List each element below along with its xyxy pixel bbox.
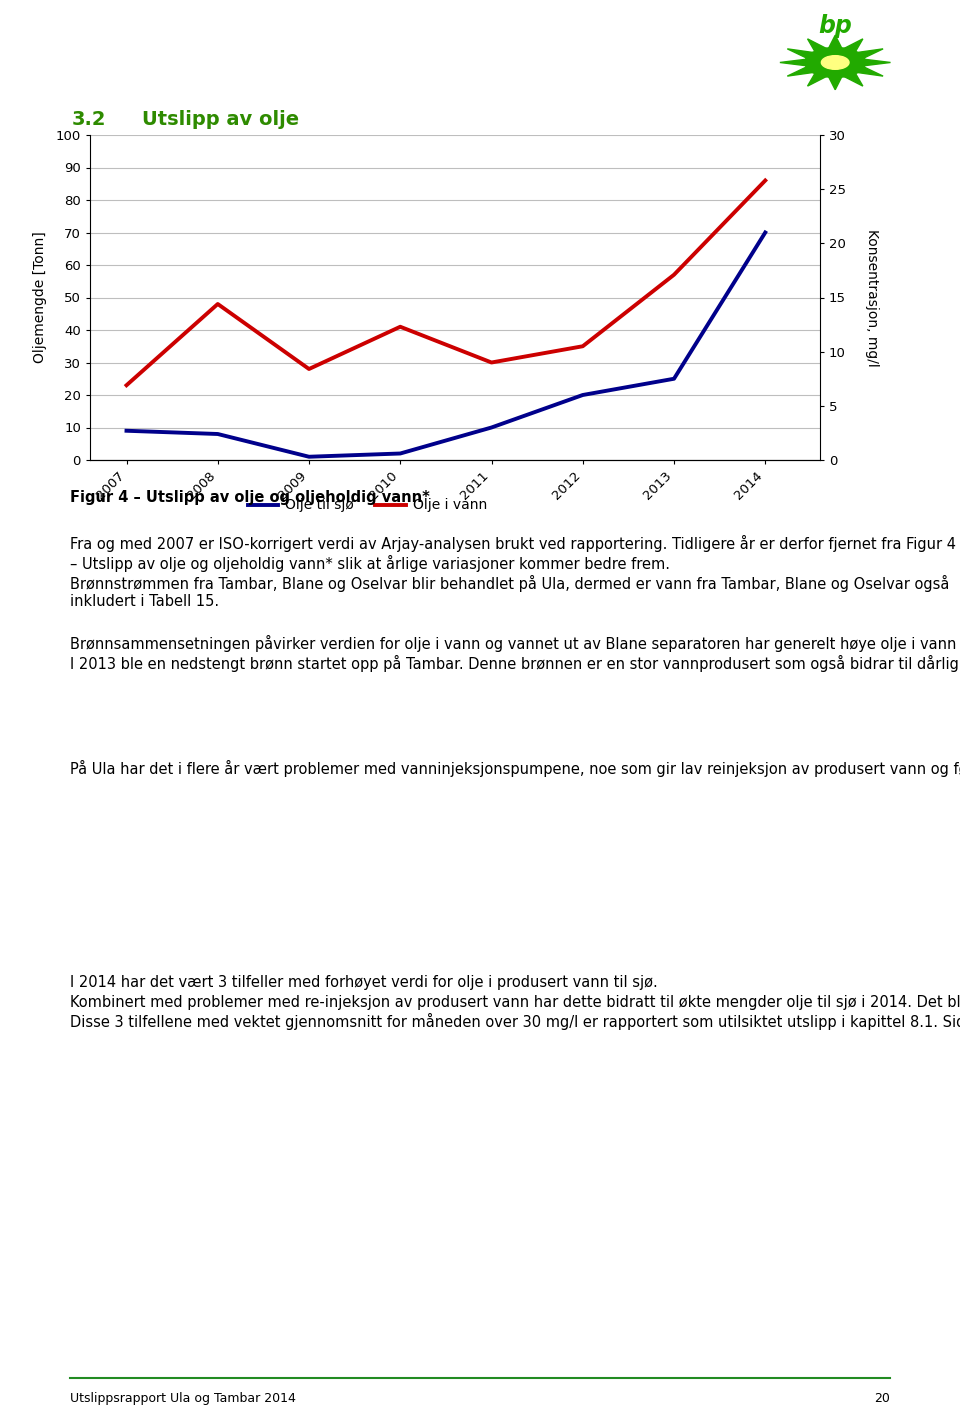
Polygon shape [787,48,816,60]
Text: I 2014 har det vært 3 tilfeller med forhøyet verdi for olje i produsert vann til: I 2014 har det vært 3 tilfeller med forh… [70,976,960,1030]
Polygon shape [780,60,808,65]
Legend: Olje til sjø, Olje i vann: Olje til sjø, Olje i vann [242,493,492,518]
Y-axis label: Konsentrasjon, mg/l: Konsentrasjon, mg/l [866,229,879,366]
Text: 3.2: 3.2 [72,109,107,129]
Text: På Ula har det i flere år vært problemer med vanninjeksjonspumpene, noe som gir : På Ula har det i flere år vært problemer… [70,760,960,777]
Text: Utslipp av olje: Utslipp av olje [142,109,300,129]
Circle shape [804,47,866,78]
Text: Brønnsammensetningen påvirker verdien for olje i vann og vannet ut av Blane sepa: Brønnsammensetningen påvirker verdien fo… [70,635,960,672]
Text: 20: 20 [874,1392,890,1404]
Polygon shape [828,36,842,50]
Polygon shape [842,72,863,87]
Text: Utslippsrapport Ula og Tambar 2014: Utslippsrapport Ula og Tambar 2014 [70,1392,296,1404]
Circle shape [822,55,849,70]
Polygon shape [854,48,883,60]
Polygon shape [842,38,863,53]
Y-axis label: Oljemengde [Tonn]: Oljemengde [Tonn] [34,231,47,364]
Polygon shape [807,72,828,87]
Polygon shape [828,75,842,89]
Polygon shape [862,60,891,65]
Text: Figur 4 – Utslipp av olje og oljeholdig vann*: Figur 4 – Utslipp av olje og oljeholdig … [70,490,430,506]
Polygon shape [807,38,828,53]
Polygon shape [854,65,883,77]
Text: bp: bp [818,14,852,38]
Polygon shape [787,65,816,77]
Text: Fra og med 2007 er ISO-korrigert verdi av Arjay-analysen brukt ved rapportering.: Fra og med 2007 er ISO-korrigert verdi a… [70,535,956,609]
